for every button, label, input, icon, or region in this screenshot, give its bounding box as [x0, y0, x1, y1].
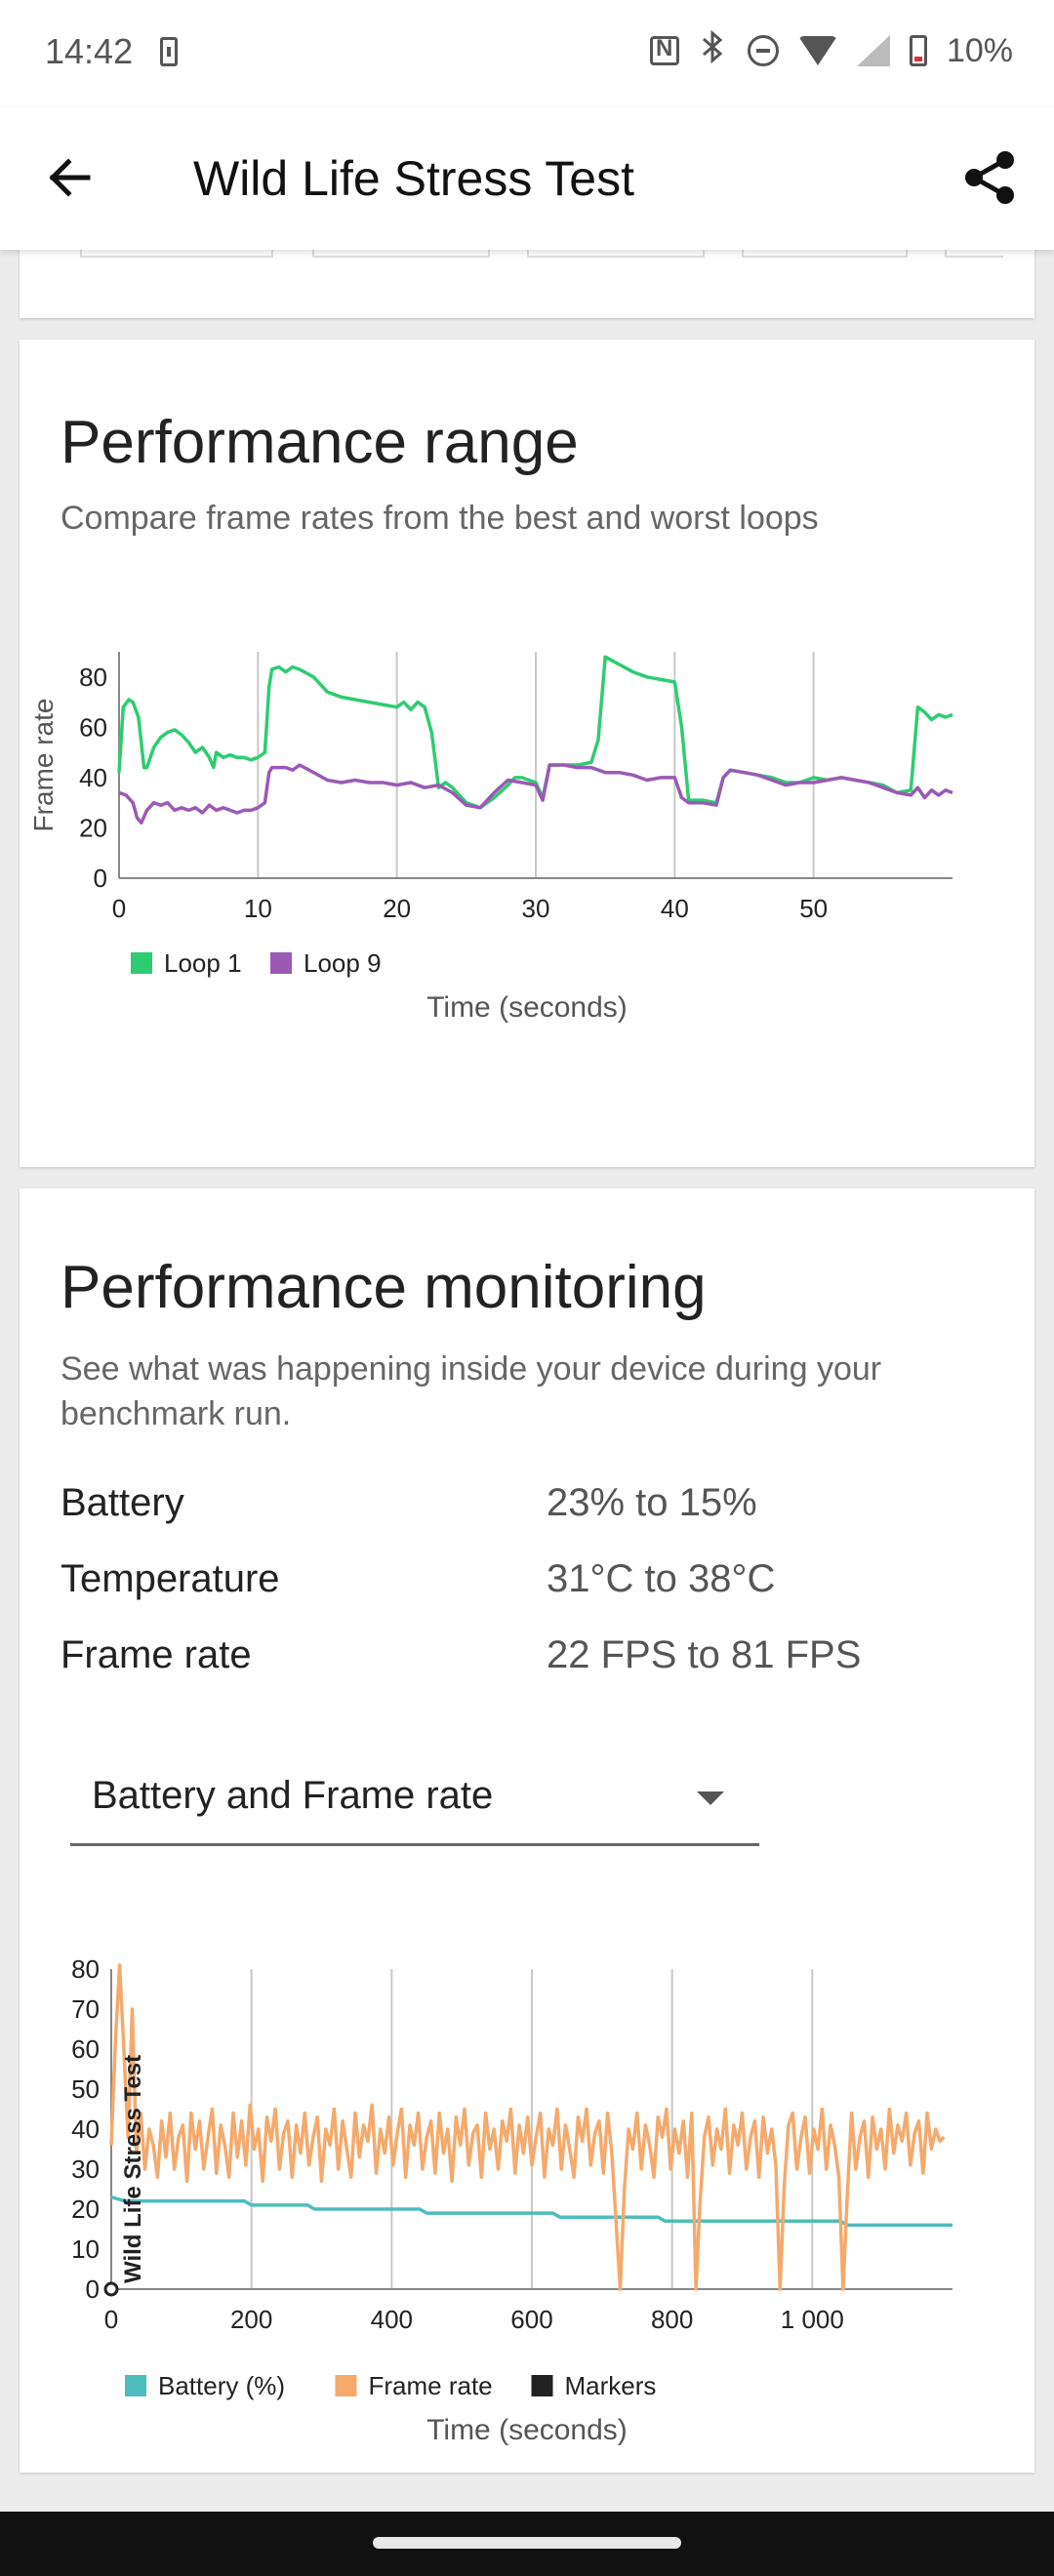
metric-row-temperature: Temperature 31°C to 38°C [61, 1557, 997, 1633]
x-tick-label: 200 [230, 2305, 272, 2334]
wifi-icon [797, 36, 837, 65]
y-tick-label: 80 [71, 1954, 100, 1984]
y-tick-label: 10 [71, 2234, 100, 2264]
legend-label: Frame rate [369, 2371, 493, 2400]
battery-icon [909, 35, 927, 66]
y-tick-label: 40 [79, 763, 107, 792]
metric-value: 23% to 15% [547, 1481, 757, 1524]
y-tick-label: 0 [86, 2274, 100, 2304]
metric-name: Temperature [61, 1557, 280, 1600]
metric-name: Frame rate [61, 1633, 252, 1676]
nfc-icon [649, 35, 679, 65]
x-axis-label: Time (seconds) [426, 991, 628, 1024]
battery-saver-icon [160, 37, 178, 66]
y-tick-label: 20 [79, 813, 107, 842]
navigation-bar [0, 2512, 1054, 2576]
x-tick-label: 600 [510, 2305, 552, 2334]
x-tick-label: 20 [383, 894, 411, 923]
y-tick-label: 80 [79, 663, 107, 692]
x-tick-label: 1 000 [781, 2305, 844, 2334]
metrics-list: Battery 23% to 15% Temperature 31°C to 3… [61, 1481, 997, 1710]
performance-range-card: Performance range Compare frame rates fr… [20, 340, 1034, 1167]
performance-monitoring-subtitle: See what was happening inside your devic… [61, 1350, 882, 1432]
legend-swatch [131, 952, 152, 974]
legend-label: Markers [565, 2371, 657, 2400]
back-button[interactable] [43, 150, 98, 205]
x-tick-label: 400 [371, 2305, 413, 2334]
share-button[interactable] [958, 146, 1021, 209]
performance-monitoring-chart: 0 200 400 600 800 1 000 0 10 20 30 40 50 60 70 80 Batte… [71, 1954, 953, 2446]
arrow-back-icon [49, 158, 91, 197]
x-tick-label: 50 [799, 894, 828, 923]
share-icon [965, 151, 1014, 204]
performance-range-subtitle: Compare frame rates from the best and wo… [61, 500, 819, 537]
legend-label: Battery (%) [158, 2371, 285, 2400]
legend-swatch [125, 2375, 146, 2396]
metric-row-frame-rate: Frame rate 22 FPS to 81 FPS [61, 1633, 997, 1710]
cell-signal-icon [856, 35, 890, 66]
series-line-loop-9 [118, 763, 953, 825]
y-tick-label: 30 [71, 2154, 100, 2184]
home-gesture-handle[interactable] [373, 2537, 681, 2549]
legend-swatch [335, 2375, 357, 2396]
performance-monitoring-title: Performance monitoring [61, 1254, 707, 1321]
performance-range-title: Performance range [61, 409, 579, 476]
chart-metric-dropdown[interactable]: Battery and Frame rate [70, 1752, 759, 1846]
x-tick-label: 10 [244, 894, 272, 923]
legend-label: Loop 9 [304, 948, 382, 978]
battery-percent: 10% [946, 31, 1013, 69]
x-tick-label: 30 [522, 894, 550, 923]
status-icons: 10% [649, 29, 1013, 73]
bluetooth-icon [699, 29, 728, 73]
x-axis-label: Time (seconds) [426, 2414, 628, 2446]
legend-swatch [531, 2375, 553, 2396]
marker-point [103, 2281, 119, 2297]
app-bar: Wild Life Stress Test [0, 107, 1054, 250]
metric-row-battery: Battery 23% to 15% [61, 1481, 997, 1557]
series-line-loop-1 [117, 655, 953, 810]
marker-label: Wild Life Stress Test [120, 2055, 146, 2283]
metric-value: 31°C to 38°C [547, 1557, 776, 1600]
metric-value: 22 FPS to 81 FPS [547, 1633, 862, 1676]
y-tick-label: 40 [71, 2114, 100, 2144]
x-tick-label: 800 [651, 2305, 693, 2334]
legend-label: Loop 1 [164, 948, 242, 978]
x-tick-label: 0 [104, 2305, 118, 2334]
do-not-disturb-icon [747, 35, 779, 66]
performance-range-chart: 0 10 20 30 40 50 0 20 40 60 80 Frame rate Loop 1 Loop… [28, 652, 953, 1024]
y-axis-label: Frame rate [28, 699, 59, 832]
x-tick-label: 0 [112, 894, 126, 923]
dropdown-arrow-icon [697, 1791, 724, 1805]
y-tick-label: 0 [94, 864, 107, 893]
y-tick-label: 20 [71, 2194, 100, 2224]
metric-name: Battery [61, 1481, 184, 1524]
status-bar: 14:42 10% [0, 0, 1054, 107]
legend-swatch [270, 952, 292, 974]
x-tick-label: 40 [661, 894, 689, 923]
y-tick-label: 60 [79, 712, 107, 742]
page-title: Wild Life Stress Test [193, 151, 635, 206]
dropdown-selected-value: Battery and Frame rate [92, 1774, 494, 1817]
y-tick-label: 70 [71, 1994, 100, 2024]
y-tick-label: 60 [71, 2034, 100, 2064]
performance-monitoring-card: Performance monitoring See what was happ… [20, 1188, 1034, 2473]
series-line-frame-rate [109, 1963, 946, 2291]
status-time: 14:42 [45, 31, 134, 71]
y-tick-label: 50 [71, 2074, 100, 2104]
